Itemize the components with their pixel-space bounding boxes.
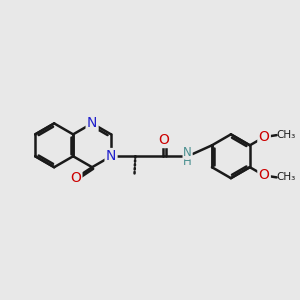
Text: N: N <box>106 149 116 163</box>
Text: H: H <box>183 155 192 168</box>
Text: O: O <box>158 133 169 147</box>
Text: CH₃: CH₃ <box>277 172 296 182</box>
Text: O: O <box>70 171 81 185</box>
Text: CH₃: CH₃ <box>277 130 296 140</box>
Text: N: N <box>183 146 192 159</box>
Text: O: O <box>259 130 269 144</box>
Text: O: O <box>259 168 269 182</box>
Text: N: N <box>87 116 97 130</box>
